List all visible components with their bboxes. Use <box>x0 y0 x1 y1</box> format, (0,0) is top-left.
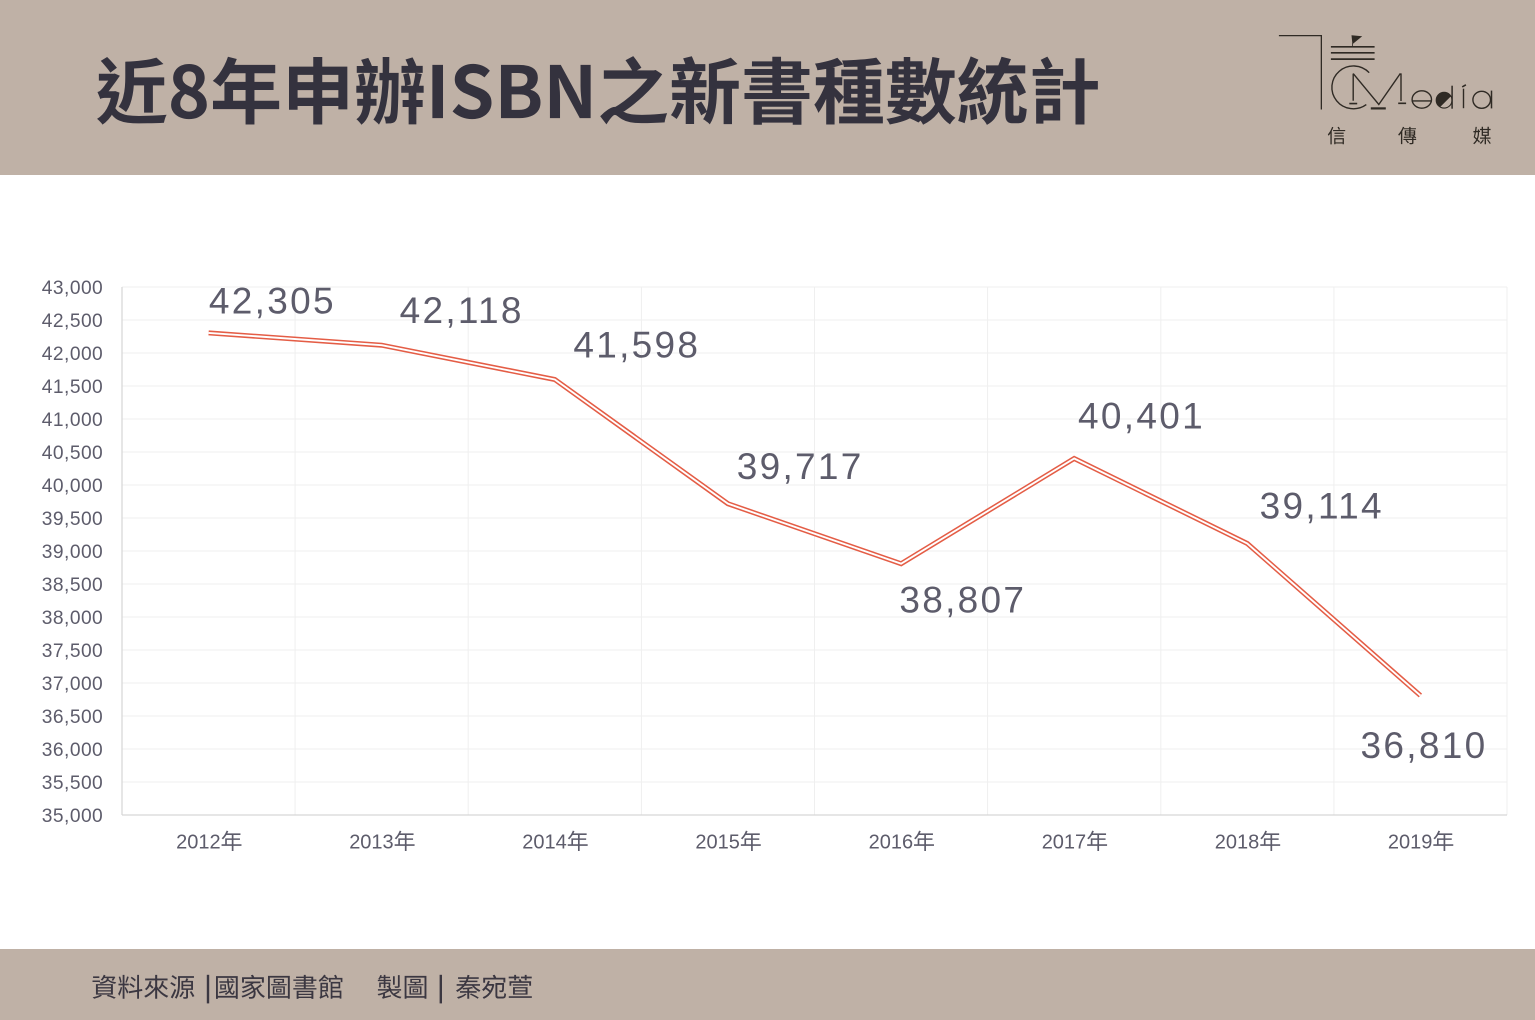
svg-text:35,000: 35,000 <box>42 806 103 827</box>
svg-text:2019: 2019 <box>1388 831 1433 853</box>
svg-text:2012: 2012 <box>176 831 221 853</box>
svg-text:42,500: 42,500 <box>42 311 103 332</box>
svg-text:37,000: 37,000 <box>42 674 103 695</box>
svg-text:41,598: 41,598 <box>573 325 700 366</box>
svg-text:42,118: 42,118 <box>400 290 524 331</box>
svg-text:37,500: 37,500 <box>42 641 103 662</box>
svg-text:2014: 2014 <box>522 831 567 853</box>
svg-text:41,000: 41,000 <box>42 410 103 431</box>
svg-text:40,000: 40,000 <box>42 476 103 497</box>
svg-text:39,500: 39,500 <box>42 509 103 530</box>
svg-text:36,810: 36,810 <box>1361 725 1488 766</box>
svg-text:2015: 2015 <box>695 831 740 853</box>
svg-text:41,500: 41,500 <box>42 377 103 398</box>
svg-text:2016: 2016 <box>869 831 914 853</box>
svg-text:39,000: 39,000 <box>42 542 103 563</box>
svg-text:40,401: 40,401 <box>1078 396 1205 437</box>
svg-text:36,500: 36,500 <box>42 707 103 728</box>
svg-text:39,717: 39,717 <box>737 446 864 487</box>
svg-text:36,000: 36,000 <box>42 740 103 761</box>
svg-text:38,807: 38,807 <box>899 580 1026 621</box>
svg-text:2017: 2017 <box>1042 831 1087 853</box>
svg-text:35,500: 35,500 <box>42 773 103 794</box>
svg-text:38,500: 38,500 <box>42 575 103 596</box>
svg-text:39,114: 39,114 <box>1260 486 1384 527</box>
svg-text:38,000: 38,000 <box>42 608 103 629</box>
svg-text:2018: 2018 <box>1215 831 1260 853</box>
svg-text:40,500: 40,500 <box>42 443 103 464</box>
svg-text:42,305: 42,305 <box>209 281 336 322</box>
svg-text:42,000: 42,000 <box>42 344 103 365</box>
svg-text:43,000: 43,000 <box>42 278 103 299</box>
svg-text:2013: 2013 <box>349 831 394 853</box>
